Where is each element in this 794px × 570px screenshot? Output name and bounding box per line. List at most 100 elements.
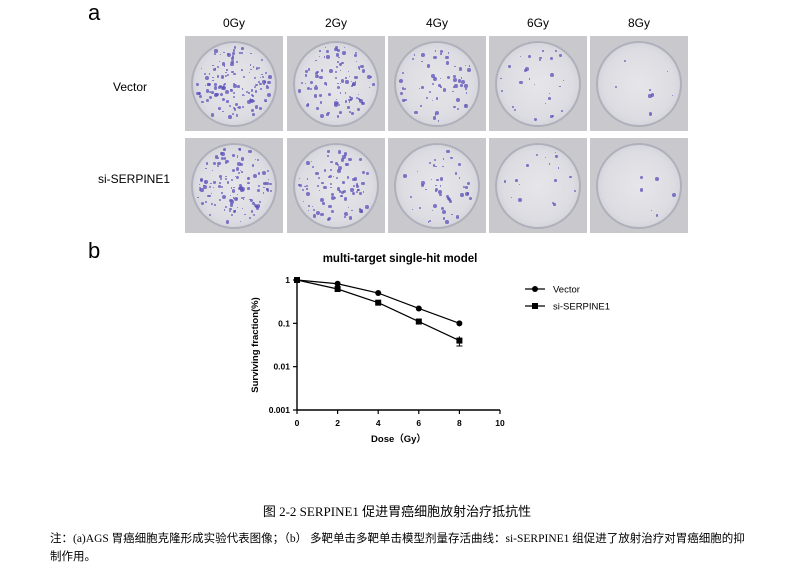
- colony-dot: [219, 84, 223, 89]
- colony-dot: [550, 72, 555, 77]
- colony-dot: [542, 50, 544, 52]
- colony-dot: [212, 65, 214, 67]
- colony-dot: [343, 152, 348, 156]
- colony-dot: [253, 173, 258, 178]
- colony-dot: [410, 195, 413, 199]
- colony-dot: [232, 52, 235, 55]
- colony-dot: [224, 75, 228, 78]
- colony-dot: [243, 197, 245, 199]
- colony-dot: [298, 183, 303, 188]
- colony-dot: [336, 164, 339, 167]
- colony-dot: [207, 83, 211, 86]
- colony-dot: [561, 109, 563, 112]
- colony-dot: [341, 61, 344, 64]
- colony-dot: [358, 158, 362, 162]
- colony-dot: [213, 204, 216, 207]
- colony-dot: [260, 88, 263, 90]
- colony-dot: [435, 184, 437, 187]
- colony-dot: [199, 178, 203, 182]
- colony-dot: [240, 170, 242, 172]
- colony-dot: [404, 88, 406, 90]
- colony-dot: [270, 189, 273, 192]
- colony-dot: [431, 100, 433, 102]
- colony-dot: [308, 205, 310, 207]
- colony-dot: [325, 47, 327, 49]
- colony-dot: [511, 105, 514, 108]
- colony-dot: [225, 159, 229, 164]
- colony-dot: [369, 86, 371, 88]
- colony-dot: [237, 85, 241, 88]
- colony-dot: [411, 209, 413, 211]
- colony-dot: [223, 157, 227, 161]
- colony-dot: [233, 197, 235, 199]
- colony-dot: [265, 84, 269, 87]
- colony-dot: [236, 156, 238, 158]
- colony-dot: [334, 100, 339, 105]
- colony-dot: [554, 178, 557, 182]
- colony-dot: [452, 91, 454, 93]
- colony-dot: [336, 101, 339, 104]
- colony-dot: [336, 177, 339, 180]
- dish-well: [495, 41, 581, 127]
- colony-dot: [250, 89, 254, 92]
- colony-dot: [360, 210, 363, 213]
- colony-dot: [337, 48, 341, 52]
- colony-dot: [305, 70, 309, 74]
- colony-dot: [222, 111, 224, 113]
- colony-dot: [208, 73, 211, 75]
- colony-dot: [336, 82, 339, 85]
- colony-dot: [217, 66, 220, 69]
- colony-dot: [220, 152, 223, 155]
- colony-dot: [573, 190, 577, 193]
- colony-dot: [442, 217, 446, 220]
- colony-dot: [241, 105, 245, 109]
- colony-dot: [357, 188, 360, 192]
- colony-dot: [267, 93, 271, 98]
- colony-dot: [314, 71, 319, 76]
- colony-dot: [315, 74, 319, 78]
- colony-dot: [233, 209, 236, 212]
- colony-dot: [339, 92, 342, 94]
- colony-dish-0-3: [489, 36, 587, 131]
- colony-dot: [207, 195, 210, 198]
- colony-dot: [267, 178, 269, 180]
- colony-dot: [354, 177, 358, 181]
- colony-dot: [440, 78, 442, 80]
- colony-dot: [198, 183, 201, 185]
- colony-dot: [440, 86, 442, 88]
- colony-dot: [261, 75, 264, 78]
- colony-dot: [319, 101, 323, 105]
- colony-dot: [549, 92, 551, 95]
- colony-dot: [445, 55, 450, 60]
- colony-dot: [231, 57, 234, 60]
- colony-dot: [241, 171, 243, 173]
- colony-dot: [439, 193, 443, 197]
- colony-dot: [231, 189, 236, 193]
- colony-dot: [230, 62, 235, 67]
- colony-dot: [449, 199, 453, 203]
- colony-dot: [197, 197, 199, 199]
- colony-dot: [211, 169, 213, 172]
- x-tick-label: 2: [335, 418, 340, 428]
- colony-dot: [222, 97, 226, 101]
- colony-dot: [203, 184, 208, 189]
- colony-dot: [218, 185, 222, 189]
- colony-dot: [350, 112, 354, 116]
- colony-dot: [306, 188, 308, 190]
- colony-dot: [325, 84, 327, 86]
- colony-dot: [461, 80, 466, 85]
- colony-dot: [209, 186, 212, 189]
- colony-dot: [263, 181, 266, 185]
- colony-dot: [227, 115, 232, 119]
- colony-dot: [457, 163, 462, 167]
- colony-dot: [236, 115, 239, 118]
- colony-dot: [372, 83, 375, 87]
- colony-dot: [315, 59, 317, 62]
- colony-dot: [359, 99, 363, 104]
- colony-dot: [210, 202, 213, 205]
- colony-dot: [348, 216, 352, 220]
- colony-dot: [357, 98, 359, 100]
- colony-dot: [303, 185, 306, 188]
- colony-dot: [337, 103, 340, 106]
- colony-dot: [318, 50, 321, 52]
